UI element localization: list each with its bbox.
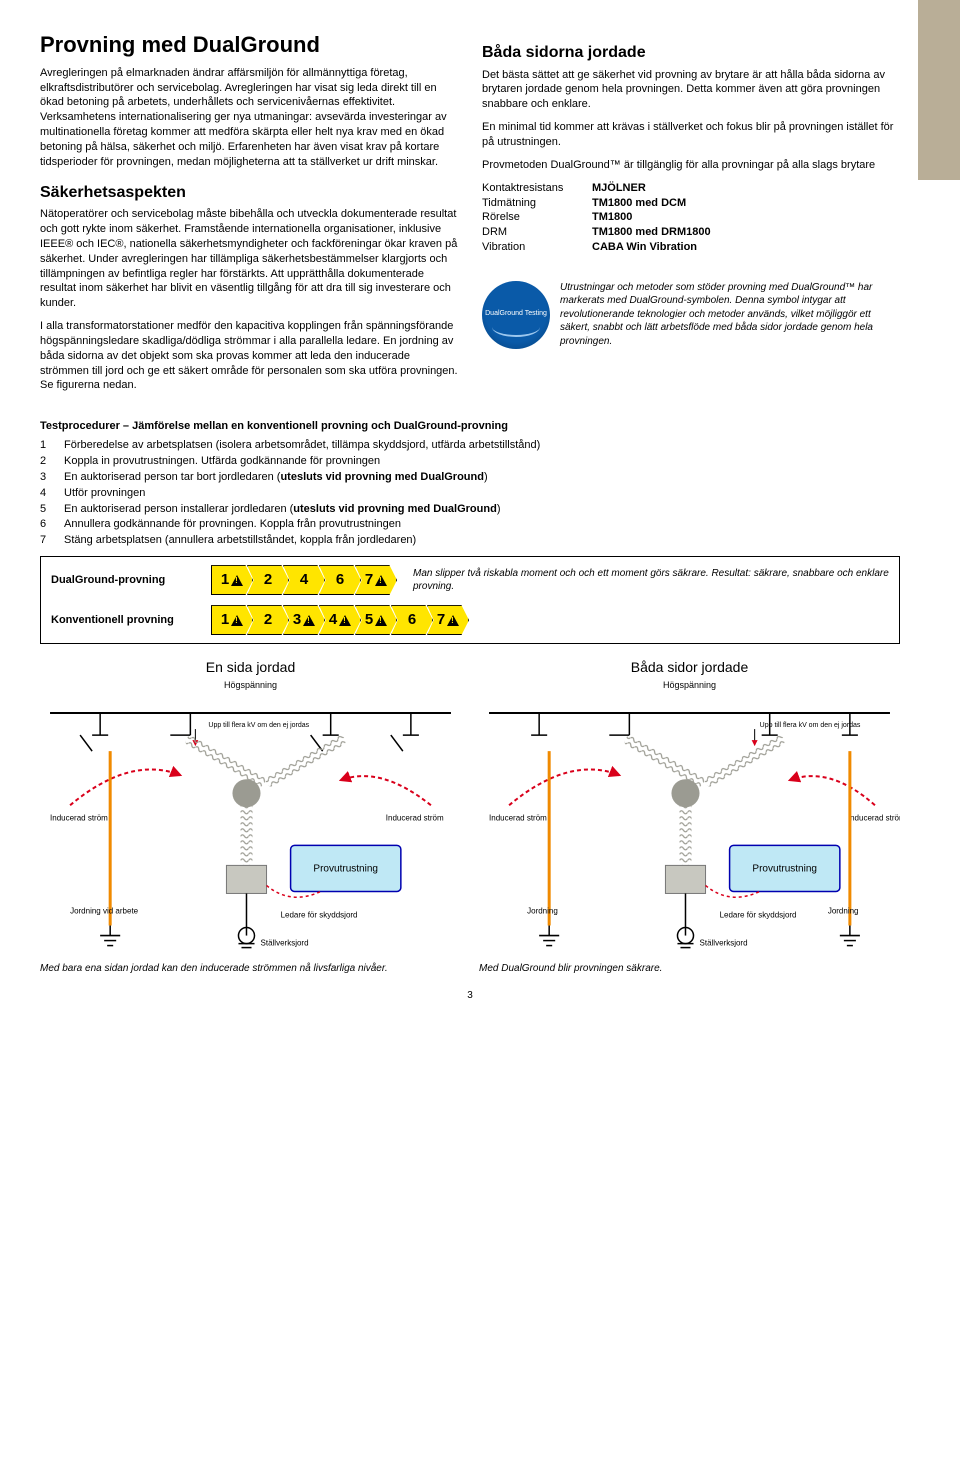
right-column: Båda sidorna jordade Det bästa sättet at… — [482, 30, 900, 401]
warning-icon — [231, 615, 243, 626]
svg-text:Ställverksjord: Ställverksjord — [261, 939, 309, 948]
warning-icon — [339, 615, 351, 626]
safety-para-2: I alla transformatorstationer medför den… — [40, 319, 458, 393]
diagram-left: En sida jordad Högspänning Upp till fler… — [40, 658, 461, 975]
warning-icon — [447, 615, 459, 626]
diag-left-caption: Med bara ena sidan jordad kan den induce… — [40, 962, 461, 976]
single-side-diagram: Upp till flera kV om den ej jordas Provu… — [40, 695, 461, 956]
flow-step: 6 — [391, 605, 433, 635]
diagram-right: Båda sidor jordade Högspänning Upp till … — [479, 658, 900, 975]
flow-step: 6 — [319, 565, 361, 595]
svg-text:Inducerad ström: Inducerad ström — [50, 813, 108, 822]
capability-key: Rörelse — [482, 210, 592, 225]
flow-step: 5 — [355, 605, 397, 635]
capability-key: Kontaktresistans — [482, 181, 592, 196]
left-column: Provning med DualGround Avregleringen på… — [40, 30, 458, 401]
right-para-1: Det bästa sättet att ge säkerhet vid pro… — [482, 68, 900, 113]
dualground-badge-icon: DualGround Testing — [482, 281, 550, 349]
flow-step: 2 — [247, 605, 289, 635]
both-sides-heading: Båda sidorna jordade — [482, 42, 900, 64]
flow-step: 7 — [355, 565, 397, 595]
flow-step: 4 — [319, 605, 361, 635]
right-para-3: Provmetoden DualGround™ är tillgänglig f… — [482, 158, 900, 173]
flow-step: 2 — [247, 565, 289, 595]
svg-text:Inducerad ström: Inducerad ström — [489, 813, 547, 822]
flow-step: 4 — [283, 565, 325, 595]
procedure-item: 5En auktoriserad person installerar jord… — [40, 502, 900, 517]
flow-step: 7 — [427, 605, 469, 635]
dg-flow-label: DualGround-provning — [51, 573, 201, 588]
diag-left-title: En sida jordad — [40, 658, 461, 677]
diag-left-sub: Högspänning — [40, 679, 461, 691]
warning-icon — [231, 575, 243, 586]
capability-key: Vibration — [482, 240, 592, 255]
warning-icon — [375, 615, 387, 626]
dualground-note: Utrustningar och metoder som stöder prov… — [560, 281, 900, 349]
flow-comparison: DualGround-provning 12467 Man slipper tv… — [40, 556, 900, 644]
both-sides-diagram: Upp till flera kV om den ej jordas Provu… — [479, 695, 900, 956]
diag-right-sub: Högspänning — [479, 679, 900, 691]
procedures-list: 1Förberedelse av arbetsplatsen (isolera … — [40, 438, 900, 548]
svg-text:Provutrustning: Provutrustning — [313, 864, 378, 875]
dg-flow-note: Man slipper två riskabla moment och och … — [407, 567, 889, 594]
safety-para-1: Nätoperatörer och servicebolag måste bib… — [40, 207, 458, 311]
flow-step: 1 — [211, 605, 253, 635]
svg-text:Ledare för skyddsjord: Ledare för skyddsjord — [720, 911, 797, 920]
main-heading: Provning med DualGround — [40, 30, 458, 60]
capability-value: CABA Win Vibration — [592, 240, 697, 255]
svg-text:Ställverksjord: Ställverksjord — [700, 939, 748, 948]
svg-text:Upp till flera kV om den ej jo: Upp till flera kV om den ej jordas — [760, 722, 861, 729]
capability-row: DRMTM1800 med DRM1800 — [482, 225, 900, 240]
capability-value: MJÖLNER — [592, 181, 646, 196]
capability-row: TidmätningTM1800 med DCM — [482, 196, 900, 211]
svg-text:Jordning: Jordning — [527, 907, 558, 916]
svg-text:Inducerad ström: Inducerad ström — [848, 813, 900, 822]
intro-para-1: Avregleringen på elmarknaden ändrar affä… — [40, 66, 458, 170]
procedure-item: 3En auktoriserad person tar bort jordled… — [40, 470, 900, 485]
svg-text:Inducerad ström: Inducerad ström — [386, 813, 444, 822]
hint-text: Upp till flera kV om den ej jordas — [208, 722, 309, 729]
flow-step: 1 — [211, 565, 253, 595]
conv-steps: 1234567 — [211, 605, 469, 635]
capability-key: DRM — [482, 225, 592, 240]
svg-text:Jordning vid arbete: Jordning vid arbete — [70, 907, 139, 916]
svg-text:Jordning: Jordning — [828, 907, 859, 916]
procedure-item: 2Koppla in provutrustningen. Utfärda god… — [40, 454, 900, 469]
procedure-item: 7Stäng arbetsplatsen (annullera arbetsti… — [40, 533, 900, 548]
capability-row: RörelseTM1800 — [482, 210, 900, 225]
capability-row: KontaktresistansMJÖLNER — [482, 181, 900, 196]
capability-value: TM1800 med DCM — [592, 196, 686, 211]
diag-right-caption: Med DualGround blir provningen säkrare. — [479, 962, 900, 976]
flow-step: 3 — [283, 605, 325, 635]
dg-steps: 12467 — [211, 565, 397, 595]
safety-heading: Säkerhetsaspekten — [40, 182, 458, 204]
procedures-heading: Testprocedurer – Jämförelse mellan en ko… — [40, 419, 900, 434]
conv-flow-label: Konventionell provning — [51, 613, 201, 628]
capability-row: VibrationCABA Win Vibration — [482, 240, 900, 255]
procedure-item: 4Utför provningen — [40, 486, 900, 501]
capability-key: Tidmätning — [482, 196, 592, 211]
capability-value: TM1800 — [592, 210, 632, 225]
capability-value: TM1800 med DRM1800 — [592, 225, 711, 240]
page-number: 3 — [40, 989, 900, 1003]
warning-icon — [303, 615, 315, 626]
svg-text:Ledare för skyddsjord: Ledare för skyddsjord — [281, 911, 358, 920]
capability-table: KontaktresistansMJÖLNERTidmätningTM1800 … — [482, 181, 900, 255]
svg-text:Provutrustning: Provutrustning — [752, 864, 817, 875]
warning-icon — [375, 575, 387, 586]
right-para-2: En minimal tid kommer att krävas i ställ… — [482, 120, 900, 150]
procedure-item: 6Annullera godkännande för provningen. K… — [40, 517, 900, 532]
procedure-item: 1Förberedelse av arbetsplatsen (isolera … — [40, 438, 900, 453]
diag-right-title: Båda sidor jordade — [479, 658, 900, 677]
